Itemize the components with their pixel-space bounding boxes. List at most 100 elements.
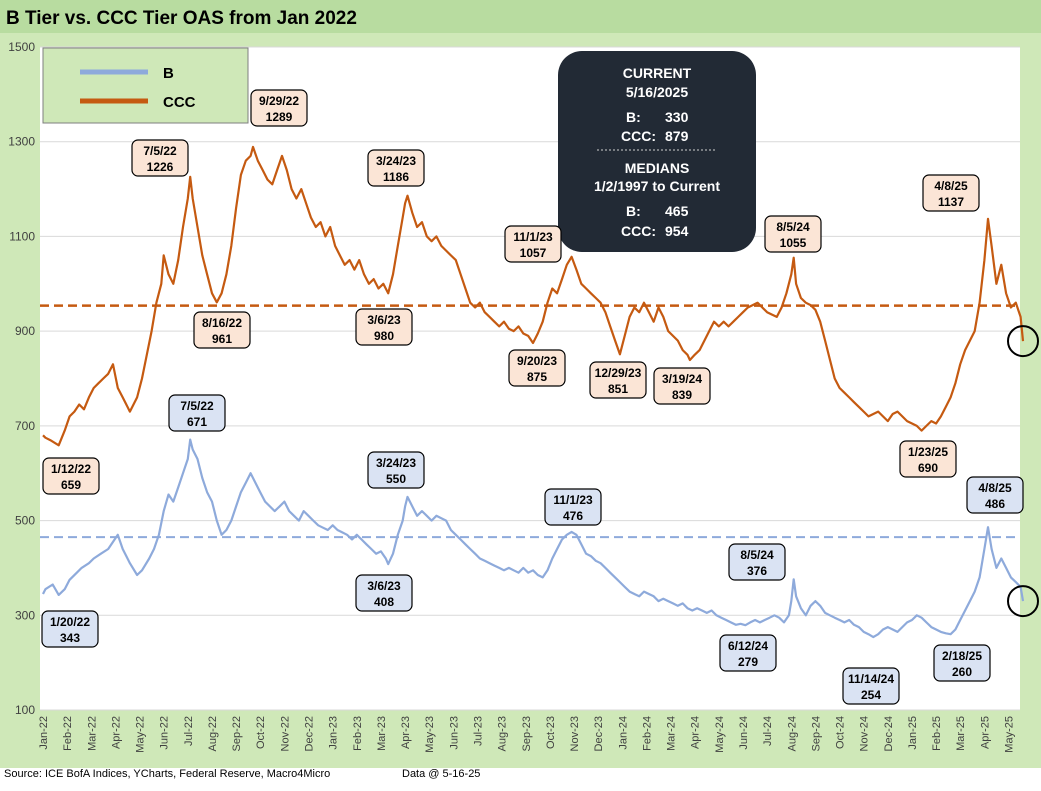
- info-median-b-label: B:: [626, 203, 641, 219]
- x-tick-label: Aug-24: [786, 716, 798, 751]
- x-tick-label: Nov-24: [859, 716, 871, 751]
- callout-box-ccc-11-1-23: [504, 225, 562, 263]
- callout-value-ccc-8-16-22: 961: [212, 332, 232, 346]
- callout-value-ccc-7-5-22: 1226: [147, 160, 174, 174]
- info-current-b-label: B:: [626, 109, 641, 125]
- callout-date-b-6-12-24: 6/12/24: [728, 639, 768, 653]
- source-note: Source: ICE BofA Indices, YCharts, Feder…: [4, 768, 331, 780]
- callout-value-ccc-3-6-23: 980: [374, 329, 394, 343]
- callout-value-ccc-9-29-22: 1289: [266, 110, 293, 124]
- series-line-b: [42, 438, 1025, 639]
- callout-date-ccc-4-8-25: 4/8/25: [934, 179, 968, 193]
- x-tick-label: Sep-22: [231, 716, 243, 751]
- callout-box-b-11-1-23: [544, 488, 602, 526]
- callout-value-b-4-8-25: 486: [985, 497, 1005, 511]
- callout-box-ccc-12-29-23: [589, 361, 647, 399]
- x-tick-label: Dec-23: [593, 716, 605, 751]
- info-medians-range: 1/2/1997 to Current: [594, 178, 720, 194]
- x-tick-label: Jan-22: [38, 716, 50, 750]
- callout-date-ccc-1-23-25: 1/23/25: [908, 445, 948, 459]
- legend-box: [42, 47, 249, 124]
- callout-date-b-3-6-23: 3/6/23: [367, 579, 401, 593]
- info-median-ccc-label: CCC:: [621, 223, 656, 239]
- x-tick-label: Oct-24: [835, 716, 847, 749]
- x-tick-label: Jan-25: [907, 716, 919, 750]
- callout-box-b-11-14-24: [842, 667, 900, 705]
- info-current-title: CURRENT: [623, 65, 692, 81]
- callout-date-ccc-3-19-24: 3/19/24: [662, 372, 702, 386]
- x-tick-label: Feb-22: [62, 716, 74, 751]
- x-tick-label: Feb-24: [641, 716, 653, 751]
- callout-value-b-7-5-22: 671: [187, 415, 207, 429]
- x-tick-label: Jan-23: [328, 716, 340, 750]
- current-value-marker-ccc: [1007, 325, 1039, 358]
- chart-title: B Tier vs. CCC Tier OAS from Jan 2022: [6, 8, 357, 29]
- callout-value-ccc-8-5-24: 1055: [780, 236, 807, 250]
- x-tick-label: Nov-22: [279, 716, 291, 751]
- x-tick-label: Jun-22: [159, 716, 171, 750]
- callout-value-b-8-5-24: 376: [747, 564, 767, 578]
- callout-date-ccc-3-24-23: 3/24/23: [376, 154, 416, 168]
- callout-box-ccc-1-23-25: [899, 440, 957, 478]
- x-tick-label: Oct-22: [255, 716, 267, 749]
- callout-date-ccc-7-5-22: 7/5/22: [143, 144, 177, 158]
- callout-box-ccc-3-19-24: [653, 367, 711, 405]
- info-box: [558, 51, 756, 252]
- callout-date-b-3-24-23: 3/24/23: [376, 456, 416, 470]
- info-current-ccc-label: CCC:: [621, 128, 656, 144]
- callout-box-ccc-9-20-23: [508, 349, 566, 387]
- y-tick-label: 900: [15, 324, 35, 338]
- callout-value-b-3-6-23: 408: [374, 595, 394, 609]
- callout-value-ccc-1-12-22: 659: [61, 478, 81, 492]
- callout-box-b-3-6-23: [355, 574, 413, 612]
- callout-date-ccc-12-29-23: 12/29/23: [595, 366, 642, 380]
- info-medians-title: MEDIANS: [625, 160, 690, 176]
- callout-value-b-2-18-25: 260: [952, 665, 972, 679]
- callout-box-b-2-18-25: [933, 644, 991, 682]
- info-median-ccc-value: 954: [665, 223, 689, 239]
- x-tick-label: Mar-22: [86, 716, 98, 751]
- current-value-marker-b: [1007, 585, 1039, 618]
- callout-box-ccc-3-6-23: [355, 308, 413, 346]
- callout-value-b-3-24-23: 550: [386, 472, 406, 486]
- y-tick-label: 100: [15, 703, 35, 717]
- callout-value-ccc-1-23-25: 690: [918, 461, 938, 475]
- x-tick-label: Apr-24: [690, 716, 702, 749]
- y-tick-label: 300: [15, 608, 35, 622]
- x-tick-label: Jun-23: [448, 716, 460, 750]
- x-tick-label: Dec-24: [883, 716, 895, 751]
- x-tick-label: Jul-24: [762, 716, 774, 746]
- x-tick-label: Feb-25: [931, 716, 943, 751]
- callout-box-b-3-24-23: [367, 451, 425, 489]
- callout-box-ccc-4-8-25: [922, 174, 980, 212]
- x-tick-label: Apr-25: [979, 716, 991, 749]
- callout-value-b-1-20-22: 343: [60, 631, 80, 645]
- callout-box-ccc-9-29-22: [250, 89, 308, 127]
- callout-date-ccc-8-16-22: 8/16/22: [202, 316, 242, 330]
- info-current-b-value: 330: [665, 109, 689, 125]
- x-tick-label: Aug-22: [207, 716, 219, 751]
- x-tick-label: Mar-25: [955, 716, 967, 751]
- y-tick-label: 500: [15, 514, 35, 528]
- x-tick-label: Apr-23: [400, 716, 412, 749]
- series-line-ccc: [42, 145, 1025, 447]
- callout-box-b-8-5-24: [728, 543, 786, 581]
- oas-line-chart: B Tier vs. CCC Tier OAS from Jan 2022 100…: [0, 0, 1041, 768]
- x-tick-label: Sep-24: [810, 716, 822, 751]
- callout-date-b-4-8-25: 4/8/25: [978, 481, 1012, 495]
- x-tick-label: May-24: [714, 716, 726, 753]
- legend-label-ccc: CCC: [163, 94, 196, 111]
- title-bar: [0, 0, 1041, 33]
- x-tick-label: Sep-23: [521, 716, 533, 751]
- callout-box-ccc-8-16-22: [193, 311, 251, 349]
- x-tick-label: Jul-22: [183, 716, 195, 746]
- x-tick-label: May-22: [135, 716, 147, 753]
- x-tick-label: Feb-23: [352, 716, 364, 751]
- callout-box-ccc-1-12-22: [42, 457, 100, 495]
- callout-box-b-4-8-25: [966, 476, 1024, 514]
- callout-date-b-2-18-25: 2/18/25: [942, 649, 982, 663]
- x-tick-label: May-23: [424, 716, 436, 753]
- callout-date-b-1-20-22: 1/20/22: [50, 615, 90, 629]
- callout-value-b-11-14-24: 254: [861, 688, 881, 702]
- y-tick-label: 700: [15, 419, 35, 433]
